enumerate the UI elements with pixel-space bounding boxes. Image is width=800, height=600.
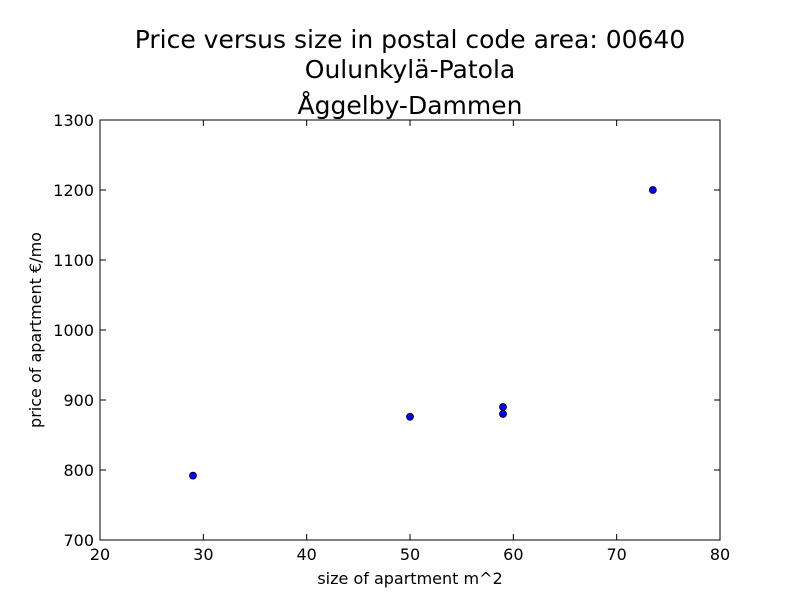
chart-title-line-2: Oulunkylä-Patola <box>305 55 515 84</box>
x-tick-label: 50 <box>400 545 420 564</box>
x-tick-label: 60 <box>503 545 523 564</box>
x-tick-label: 30 <box>193 545 213 564</box>
y-tick-label: 800 <box>63 461 94 480</box>
y-tick-label: 1300 <box>53 111 94 130</box>
data-point-1 <box>406 412 414 421</box>
data-points <box>189 186 657 480</box>
y-tick-label: 1200 <box>53 181 94 200</box>
y-tick-label: 1100 <box>53 251 94 270</box>
data-point-2 <box>499 410 507 418</box>
chart-title-line-1: Price versus size in postal code area: 0… <box>135 25 685 54</box>
x-tick-label: 70 <box>606 545 626 564</box>
y-tick-label: 700 <box>63 531 94 550</box>
data-point-4 <box>648 186 657 194</box>
chart-title-line-3: Åggelby-Dammen <box>298 91 523 120</box>
data-point-0 <box>189 471 197 480</box>
data-point-3 <box>499 403 507 411</box>
y-tick-label: 1000 <box>53 321 94 340</box>
y-tick-label: 900 <box>63 391 94 410</box>
plot-area-frame <box>99 119 721 541</box>
axis-ticks: 20 30 40 50 60 70 80 700 800 900 1000 1100 1200 1300 <box>53 111 730 564</box>
y-axis-label: price of apartment €/mo <box>26 232 45 428</box>
x-tick-label: 20 <box>90 545 110 564</box>
x-tick-label: 80 <box>710 545 730 564</box>
x-tick-label: 40 <box>296 545 316 564</box>
x-axis-label: size of apartment m^2 <box>317 569 502 588</box>
